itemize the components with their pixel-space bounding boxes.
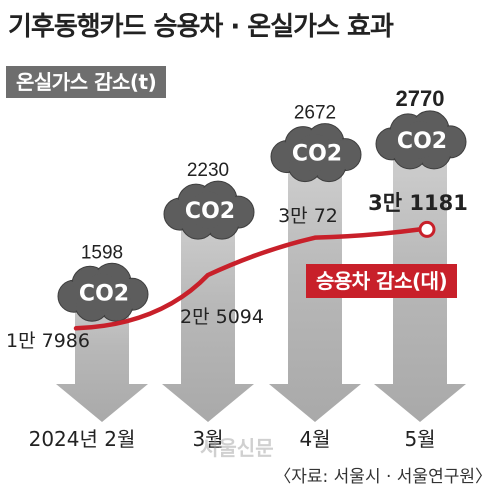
ghg-value-label-0: 1598 xyxy=(81,242,123,263)
car-reduction-line xyxy=(73,227,423,331)
category-label-2: 4월 xyxy=(299,427,330,451)
watermark: 서울신문 xyxy=(200,436,274,460)
co2-cloud-icon: CO2 xyxy=(375,110,467,170)
car-value-label-1: 2만 5094 xyxy=(180,306,264,328)
co2-cloud-icon: CO2 xyxy=(57,262,149,322)
ghg-value-label-1: 2230 xyxy=(187,160,229,181)
co2-cloud-icon: CO2 xyxy=(270,123,362,183)
co2-cloud-label: CO2 xyxy=(185,199,235,224)
source-note: 〈자료: 서울시 · 서울연구원〉 xyxy=(274,467,492,487)
category-label-3: 5월 xyxy=(404,427,435,451)
co2-cloud-icon: CO2 xyxy=(163,180,255,240)
car-value-label-3: 3만 1181 xyxy=(368,191,468,215)
legend-car-reduction: 승용차 감소(대) xyxy=(306,264,458,298)
co2-cloud-label: CO2 xyxy=(79,281,129,306)
category-label-1: 3월 xyxy=(192,427,223,451)
category-label-0: 2024년 2월 xyxy=(29,427,136,451)
car-value-label-0: 1만 7986 xyxy=(6,330,90,352)
legend-ghg-reduction: 온실가스 감소(t) xyxy=(6,66,167,98)
bar-arrow-1 xyxy=(162,190,254,422)
car-point-3 xyxy=(418,220,436,238)
car-value-label-2: 3만 72 xyxy=(278,205,338,227)
ghg-value-label-2: 2672 xyxy=(294,103,336,124)
ghg-value-label-3: 2770 xyxy=(396,86,445,111)
chart-title: 기후동행카드 승용차 · 온실가스 효과 xyxy=(8,12,394,42)
co2-cloud-label: CO2 xyxy=(397,129,447,154)
co2-cloud-label: CO2 xyxy=(292,142,342,167)
